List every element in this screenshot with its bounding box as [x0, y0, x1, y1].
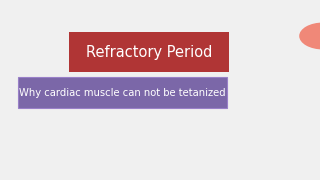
Text: Why cardiac muscle can not be tetanized: Why cardiac muscle can not be tetanized [19, 88, 226, 98]
FancyBboxPatch shape [18, 77, 227, 108]
Text: Refractory Period: Refractory Period [86, 45, 212, 60]
FancyBboxPatch shape [69, 32, 229, 72]
Circle shape [299, 22, 320, 50]
